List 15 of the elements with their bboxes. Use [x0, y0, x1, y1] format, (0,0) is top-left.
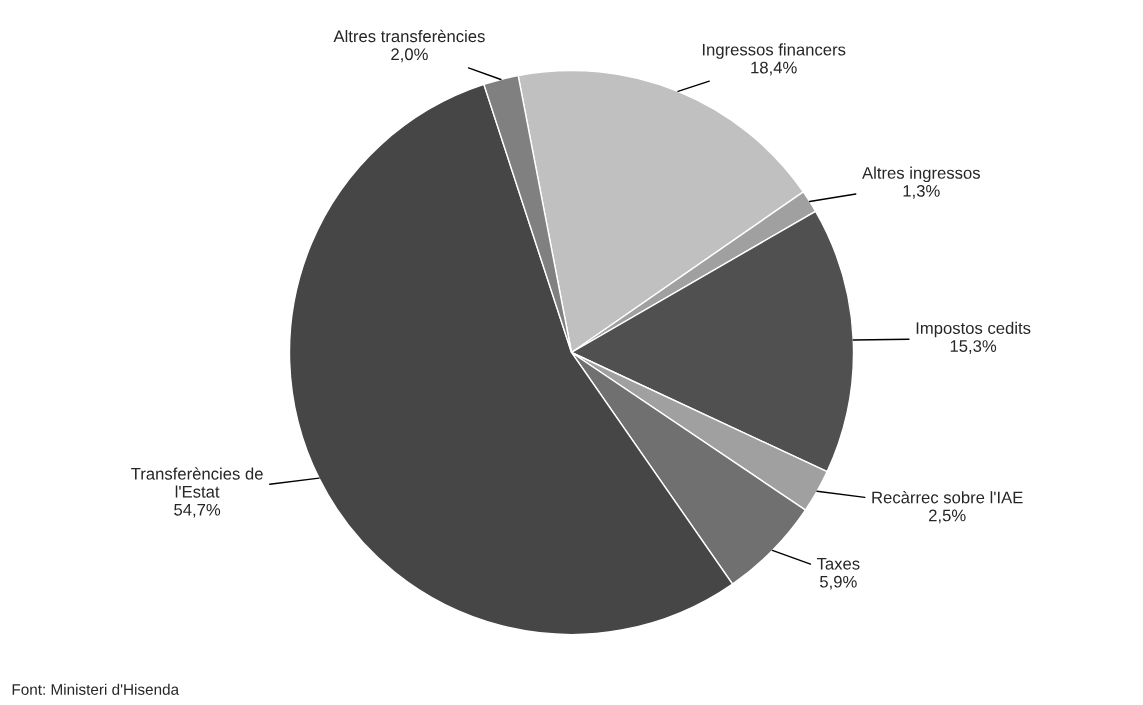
data-label: 18,4%: [751, 61, 797, 76]
slice-label: Ingressos financers: [702, 43, 846, 59]
data-label: 5,9%: [820, 575, 857, 590]
slice-label: Altres transferències: [333, 29, 485, 43]
data-label: 15,3%: [950, 340, 997, 354]
slice-label: Transferències de l'Estat: [131, 467, 263, 498]
data-label: 2,0%: [391, 48, 428, 63]
slice-label: Recàrrec sobre l'IAE: [872, 490, 1023, 504]
slice-label: Taxes: [816, 558, 860, 570]
data-label: 54,7%: [174, 503, 221, 518]
text: Font: Ministeri d'Hisenda: [12, 683, 180, 695]
data-label: 2,5%: [929, 509, 966, 524]
data-label: 1,3%: [903, 184, 940, 199]
slice-label: Impostos cedits: [916, 321, 1031, 338]
slice-label: Altres ingressos: [862, 166, 980, 183]
